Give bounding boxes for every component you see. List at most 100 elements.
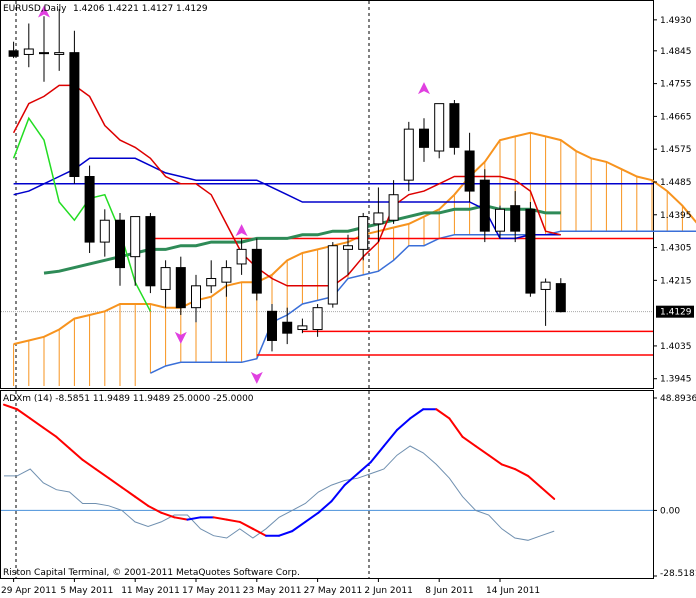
time-tick-label: 27 May 2011 (304, 586, 363, 596)
candle-body (130, 216, 141, 258)
adx-main-segment (448, 417, 464, 438)
adx-main-segment (278, 530, 294, 537)
candle-body (312, 307, 323, 331)
adx-main-segment (147, 504, 163, 514)
time-tick-label: 14 Jun 2011 (486, 586, 540, 596)
indicator-label: ADXm (14) -8.5851 11.9489 11.9489 25.000… (3, 394, 254, 404)
symbol-title: EURUSD,Daily (3, 4, 67, 14)
candle-body (115, 219, 125, 269)
time-tick-label: 17 May 2011 (182, 586, 241, 596)
price-tick-label: 1.4845 (660, 47, 692, 57)
candle-body (23, 48, 34, 55)
adx-main-segment (291, 520, 307, 533)
adx-main-segment (3, 403, 19, 411)
price-tick-label: 1.4035 (660, 342, 692, 352)
adx-main-segment (251, 527, 267, 537)
candle-body (160, 267, 171, 290)
candle-body (282, 321, 293, 334)
adx-main-segment (81, 458, 97, 471)
candle-body (206, 278, 217, 287)
candle-body (343, 245, 353, 250)
adx-main-segment (29, 417, 45, 429)
candle-body (251, 248, 262, 294)
candle-body (54, 52, 65, 55)
adx-main-segment (382, 428, 398, 448)
indicator-panel-frame (0, 390, 654, 579)
adx-main-segment (330, 484, 346, 503)
adx-main-segment (317, 500, 333, 514)
adx-main-segment (487, 454, 503, 466)
adx-main-segment (461, 435, 477, 448)
candle-body (373, 212, 384, 225)
candle-body (358, 216, 369, 250)
adx-main-segment (500, 463, 516, 471)
arrow-up-icon (235, 224, 248, 237)
main-panel-frame (0, 0, 654, 389)
price-axis: 1.4930 1.4845 1.4755 1.4665 1.4575 1.4485 1.43… (653, 16, 694, 385)
grid-layer (1, 1, 653, 578)
adx-main-segment (16, 408, 32, 420)
candle-body (99, 219, 110, 243)
candle-body (221, 267, 232, 283)
senkou-span-b (150, 230, 696, 374)
arrow-down-icon (174, 331, 187, 344)
time-tick-label: 29 Apr 2011 (1, 586, 57, 596)
adx-main-segment (186, 516, 202, 521)
adx-main-segment (527, 474, 543, 489)
candle-body (145, 216, 156, 287)
candle-body (297, 325, 308, 331)
candle-body (191, 285, 201, 309)
indicator-tick-label: 0.00 (660, 506, 680, 516)
adx-main-segment (107, 477, 123, 489)
adx-main-segment (540, 486, 556, 500)
time-tick-label: 11 May 2011 (121, 586, 180, 596)
price-tick-label: 1.4930 (660, 16, 692, 26)
candlesticks[interactable] (8, 8, 566, 352)
price-tick-label: 1.4305 (660, 244, 692, 254)
adx-main-segment (42, 426, 58, 438)
arrow-up-icon (418, 82, 430, 95)
candle-body (403, 128, 414, 181)
candle-body (555, 283, 566, 313)
adx-main-segment (356, 461, 372, 475)
candle-body (388, 194, 399, 221)
time-axis: 29 Apr 2011 5 May 2011 11 May 2011 17 May 2… (1, 578, 540, 596)
current-price-box (656, 305, 694, 318)
adx-main-segment (474, 445, 490, 457)
candle-body (39, 52, 49, 55)
price-tick-label: 1.4755 (660, 80, 692, 90)
adx-main-segment (94, 468, 110, 480)
adx-main-segment (409, 408, 425, 420)
adx-main-segment (55, 435, 71, 450)
candle-body (236, 248, 247, 265)
adx-main-segment (68, 447, 84, 461)
time-tick-label: 2 Jun 2011 (364, 586, 412, 596)
price-tick-label: 1.4575 (660, 145, 692, 155)
signal-arrows (38, 5, 430, 384)
adx-main-segment (513, 468, 529, 477)
ohlc-readout: 1.4206 1.4221 1.4127 1.4129 (73, 4, 208, 14)
candle-body (327, 245, 338, 305)
arrow-up-icon (38, 5, 50, 18)
candle-body (495, 208, 505, 232)
adx-main-segment (435, 408, 451, 420)
candle-body (464, 150, 475, 192)
price-tick-label: 1.3945 (660, 375, 692, 385)
price-tick-label: 1.4665 (660, 112, 692, 122)
time-tick-label: 23 May 2011 (243, 586, 302, 596)
candle-body (84, 176, 95, 243)
indicator-tick-label: 48.8936 (660, 394, 696, 404)
candle-body (434, 103, 445, 152)
adx-main-segment (173, 516, 189, 521)
candle-body (419, 128, 429, 148)
adx-main-segment (396, 417, 412, 431)
chikou-span (12, 116, 152, 312)
adx-main-segment (238, 520, 254, 530)
adx-main-segment (160, 511, 176, 519)
arrow-down-icon (250, 371, 263, 384)
current-price-label: 1.4129 (660, 308, 692, 318)
time-tick-label: 5 May 2011 (60, 586, 113, 596)
